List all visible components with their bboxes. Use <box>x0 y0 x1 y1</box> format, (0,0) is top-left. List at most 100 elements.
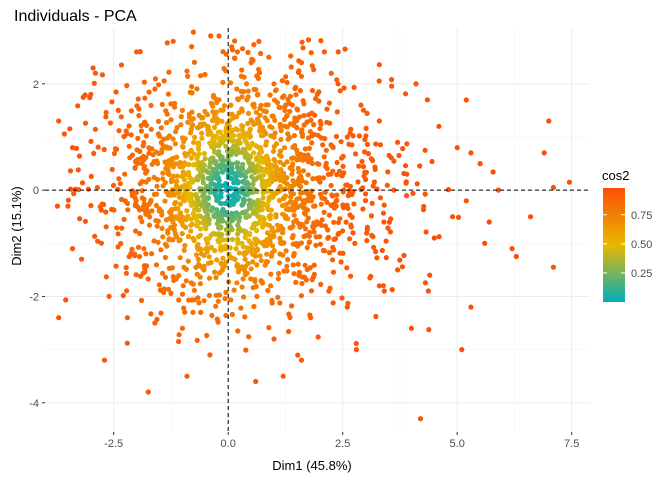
data-point <box>290 161 296 167</box>
data-point <box>264 158 270 165</box>
data-point <box>295 352 301 358</box>
data-point <box>250 119 256 125</box>
data-point <box>151 238 157 244</box>
data-point <box>191 215 198 221</box>
data-point <box>242 256 248 262</box>
data-point <box>240 129 246 135</box>
data-point <box>195 177 201 183</box>
data-point <box>264 165 271 171</box>
data-point <box>262 130 268 136</box>
data-point <box>269 170 275 176</box>
data-point <box>211 124 218 130</box>
data-point <box>129 246 135 252</box>
data-point <box>265 169 271 175</box>
data-point <box>143 251 149 257</box>
data-point <box>267 215 273 222</box>
data-point <box>311 122 317 128</box>
data-point <box>383 238 389 244</box>
data-point <box>327 120 333 126</box>
data-point <box>271 336 277 342</box>
data-point <box>350 230 356 236</box>
data-point <box>322 223 328 229</box>
data-point <box>207 175 213 181</box>
data-point <box>113 263 119 269</box>
data-point <box>376 62 382 68</box>
data-point <box>229 127 236 133</box>
data-point <box>436 123 442 129</box>
data-point <box>254 92 260 98</box>
data-point <box>385 225 391 231</box>
data-point <box>245 120 251 127</box>
data-point <box>276 104 282 110</box>
data-point <box>200 219 206 225</box>
data-point <box>278 136 284 143</box>
data-point <box>264 242 270 248</box>
data-point <box>181 264 187 270</box>
data-point <box>328 70 334 76</box>
data-point <box>284 79 290 86</box>
data-point <box>247 143 253 149</box>
x-tick-label: -2.5 <box>104 438 123 450</box>
data-point <box>168 117 174 123</box>
data-point <box>242 314 248 320</box>
data-point <box>291 212 297 218</box>
data-point <box>240 276 246 282</box>
data-point <box>155 218 161 224</box>
data-point <box>268 253 275 259</box>
data-point <box>253 248 259 254</box>
data-point <box>290 223 296 229</box>
data-point <box>468 150 474 156</box>
data-point <box>191 161 197 167</box>
data-point <box>316 89 322 95</box>
data-point <box>347 236 353 242</box>
data-point <box>133 190 139 196</box>
data-point <box>186 191 192 198</box>
data-point <box>252 253 259 259</box>
data-point <box>389 77 395 83</box>
data-point <box>369 200 375 206</box>
data-point <box>177 201 183 207</box>
data-point <box>181 247 187 253</box>
data-point <box>206 217 212 223</box>
data-point <box>79 256 85 262</box>
data-point <box>240 161 246 167</box>
data-point <box>98 207 104 213</box>
data-point <box>146 145 152 151</box>
data-point <box>360 185 366 191</box>
data-point <box>124 340 130 346</box>
data-point <box>138 297 145 303</box>
data-point <box>101 357 108 363</box>
data-point <box>477 161 483 167</box>
data-point <box>267 92 273 98</box>
data-point <box>330 269 337 275</box>
data-point <box>316 161 322 167</box>
data-point <box>169 225 176 231</box>
data-point <box>426 327 432 333</box>
data-point <box>306 145 312 151</box>
data-point <box>116 176 122 182</box>
data-point <box>291 271 297 277</box>
data-point <box>210 109 216 115</box>
data-point <box>204 332 210 339</box>
data-point <box>95 238 101 244</box>
data-point <box>116 128 122 134</box>
x-tick-label: 0.0 <box>221 438 236 450</box>
data-point <box>168 192 174 198</box>
data-point <box>247 232 253 238</box>
data-point <box>151 174 157 180</box>
data-point <box>305 191 311 197</box>
data-point <box>251 86 257 92</box>
data-point <box>277 188 283 194</box>
data-point <box>308 117 314 123</box>
data-point <box>194 196 200 202</box>
data-point <box>190 116 196 122</box>
data-point <box>65 197 71 203</box>
data-point <box>173 129 179 135</box>
data-point <box>239 94 245 100</box>
data-point <box>271 234 277 240</box>
data-point <box>248 276 254 282</box>
x-axis-ticks: -2.5 0.0 2.5 5.0 7.5 <box>104 432 579 450</box>
data-point <box>103 209 109 215</box>
data-point <box>139 219 145 225</box>
legend-tick-label: 0.50 <box>631 239 652 251</box>
